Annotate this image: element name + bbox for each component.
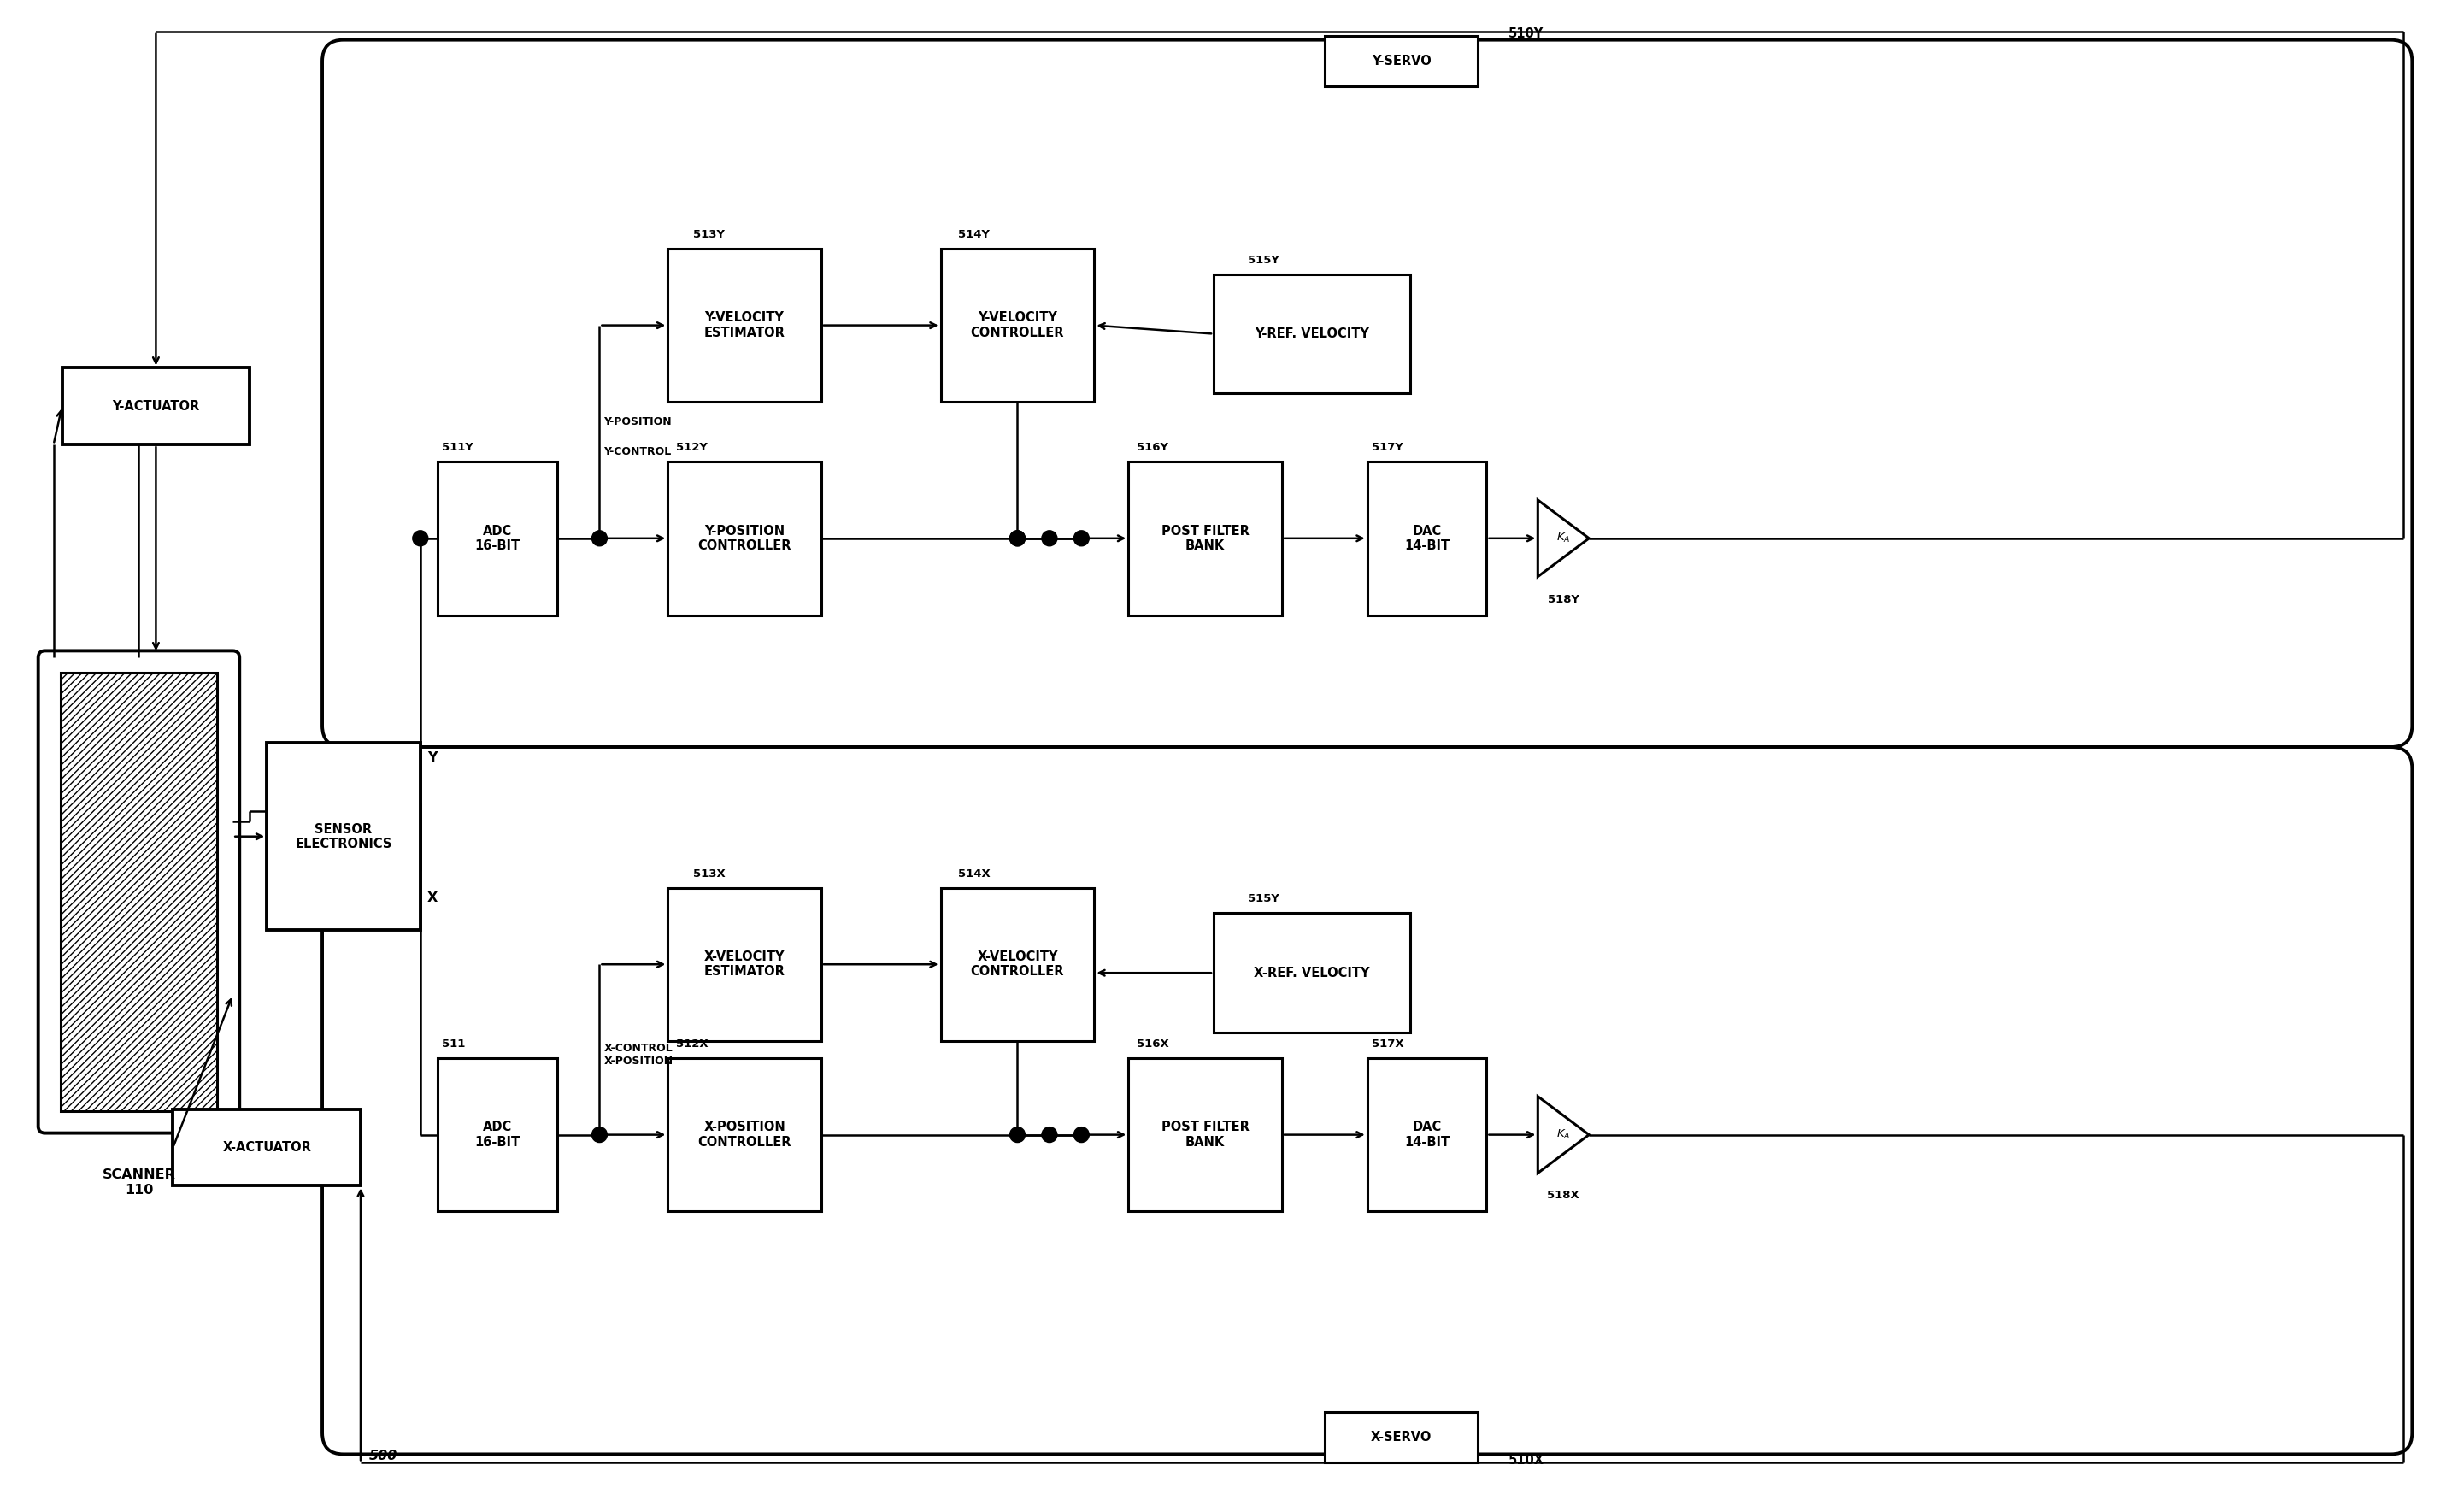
Text: 516Y: 516Y — [1136, 442, 1168, 454]
Bar — [439, 1058, 557, 1211]
Bar — [668, 248, 821, 402]
Text: X-REF. VELOCITY: X-REF. VELOCITY — [1254, 966, 1370, 980]
Text: Y-ACTUATOR: Y-ACTUATOR — [113, 399, 200, 413]
Text: 517X: 517X — [1372, 1039, 1404, 1049]
Text: 515Y: 515Y — [1247, 894, 1279, 904]
Text: Y-VELOCITY
ESTIMATOR: Y-VELOCITY ESTIMATOR — [705, 311, 786, 339]
Bar — [1129, 1058, 1281, 1211]
Bar — [439, 461, 557, 615]
Circle shape — [1074, 1126, 1089, 1143]
Bar — [1326, 36, 1478, 86]
Text: X-POSITION: X-POSITION — [604, 1055, 673, 1066]
Circle shape — [591, 1126, 606, 1143]
Text: Y-CONTROL: Y-CONTROL — [604, 446, 673, 457]
Text: 514X: 514X — [958, 868, 991, 878]
Text: 518Y: 518Y — [1547, 594, 1579, 605]
Text: X-SERVO: X-SERVO — [1370, 1430, 1432, 1444]
Bar — [1215, 274, 1409, 393]
Circle shape — [591, 531, 606, 546]
Bar — [1368, 461, 1486, 615]
Circle shape — [1010, 531, 1025, 546]
Text: X-VELOCITY
ESTIMATOR: X-VELOCITY ESTIMATOR — [705, 951, 786, 978]
Text: SCANNER
110: SCANNER 110 — [101, 1169, 175, 1196]
Text: 514Y: 514Y — [958, 228, 991, 240]
Text: 513X: 513X — [692, 868, 724, 878]
Text: Y-REF. VELOCITY: Y-REF. VELOCITY — [1254, 328, 1370, 340]
Circle shape — [1010, 1126, 1025, 1143]
Text: $K_A$: $K_A$ — [1557, 1128, 1570, 1142]
Bar — [62, 673, 217, 1111]
Text: 512X: 512X — [675, 1039, 710, 1049]
Bar — [172, 1110, 360, 1185]
Text: SENSOR
ELECTRONICS: SENSOR ELECTRONICS — [296, 823, 392, 850]
Circle shape — [1042, 1126, 1057, 1143]
Bar — [1326, 1412, 1478, 1462]
Bar — [1368, 1058, 1486, 1211]
Bar — [1129, 461, 1281, 615]
Text: $K_A$: $K_A$ — [1557, 532, 1570, 544]
Text: DAC
14-BIT: DAC 14-BIT — [1404, 1120, 1449, 1149]
Bar — [941, 248, 1094, 402]
Text: POST FILTER
BANK: POST FILTER BANK — [1161, 525, 1249, 552]
Text: X-ACTUATOR: X-ACTUATOR — [222, 1142, 310, 1154]
Text: 513Y: 513Y — [692, 228, 724, 240]
Text: X-CONTROL: X-CONTROL — [604, 1043, 673, 1054]
Bar — [941, 888, 1094, 1040]
Text: X-POSITION
CONTROLLER: X-POSITION CONTROLLER — [697, 1120, 791, 1149]
Text: Y-SERVO: Y-SERVO — [1372, 54, 1432, 68]
Text: 517Y: 517Y — [1372, 442, 1402, 454]
Text: ADC
16-BIT: ADC 16-BIT — [476, 1120, 520, 1149]
Polygon shape — [1538, 500, 1589, 576]
Text: 500: 500 — [370, 1450, 397, 1462]
Bar — [62, 367, 249, 445]
Circle shape — [411, 531, 429, 546]
Text: 510X: 510X — [1508, 1455, 1545, 1467]
Text: Y-VELOCITY
CONTROLLER: Y-VELOCITY CONTROLLER — [971, 311, 1064, 339]
Text: 511Y: 511Y — [441, 442, 473, 454]
Text: X-VELOCITY
CONTROLLER: X-VELOCITY CONTROLLER — [971, 951, 1064, 978]
Polygon shape — [1538, 1096, 1589, 1173]
Bar — [668, 888, 821, 1040]
Text: ADC
16-BIT: ADC 16-BIT — [476, 525, 520, 552]
Text: 512Y: 512Y — [675, 442, 707, 454]
Text: 510Y: 510Y — [1508, 27, 1542, 39]
FancyBboxPatch shape — [39, 650, 239, 1132]
Bar — [668, 1058, 821, 1211]
Circle shape — [1074, 531, 1089, 546]
Text: 518X: 518X — [1547, 1190, 1579, 1201]
Text: 516X: 516X — [1136, 1039, 1168, 1049]
Text: Y: Y — [426, 751, 436, 764]
Text: DAC
14-BIT: DAC 14-BIT — [1404, 525, 1449, 552]
Text: X: X — [426, 892, 439, 904]
FancyBboxPatch shape — [323, 747, 2412, 1455]
Text: Y-POSITION: Y-POSITION — [604, 416, 673, 428]
Circle shape — [1042, 531, 1057, 546]
FancyBboxPatch shape — [323, 39, 2412, 747]
Text: Y-POSITION
CONTROLLER: Y-POSITION CONTROLLER — [697, 525, 791, 552]
Bar — [266, 742, 421, 930]
Text: 511: 511 — [441, 1039, 466, 1049]
Bar — [1215, 913, 1409, 1033]
Text: 515Y: 515Y — [1247, 254, 1279, 266]
Bar — [668, 461, 821, 615]
Circle shape — [1010, 531, 1025, 546]
Text: POST FILTER
BANK: POST FILTER BANK — [1161, 1120, 1249, 1149]
